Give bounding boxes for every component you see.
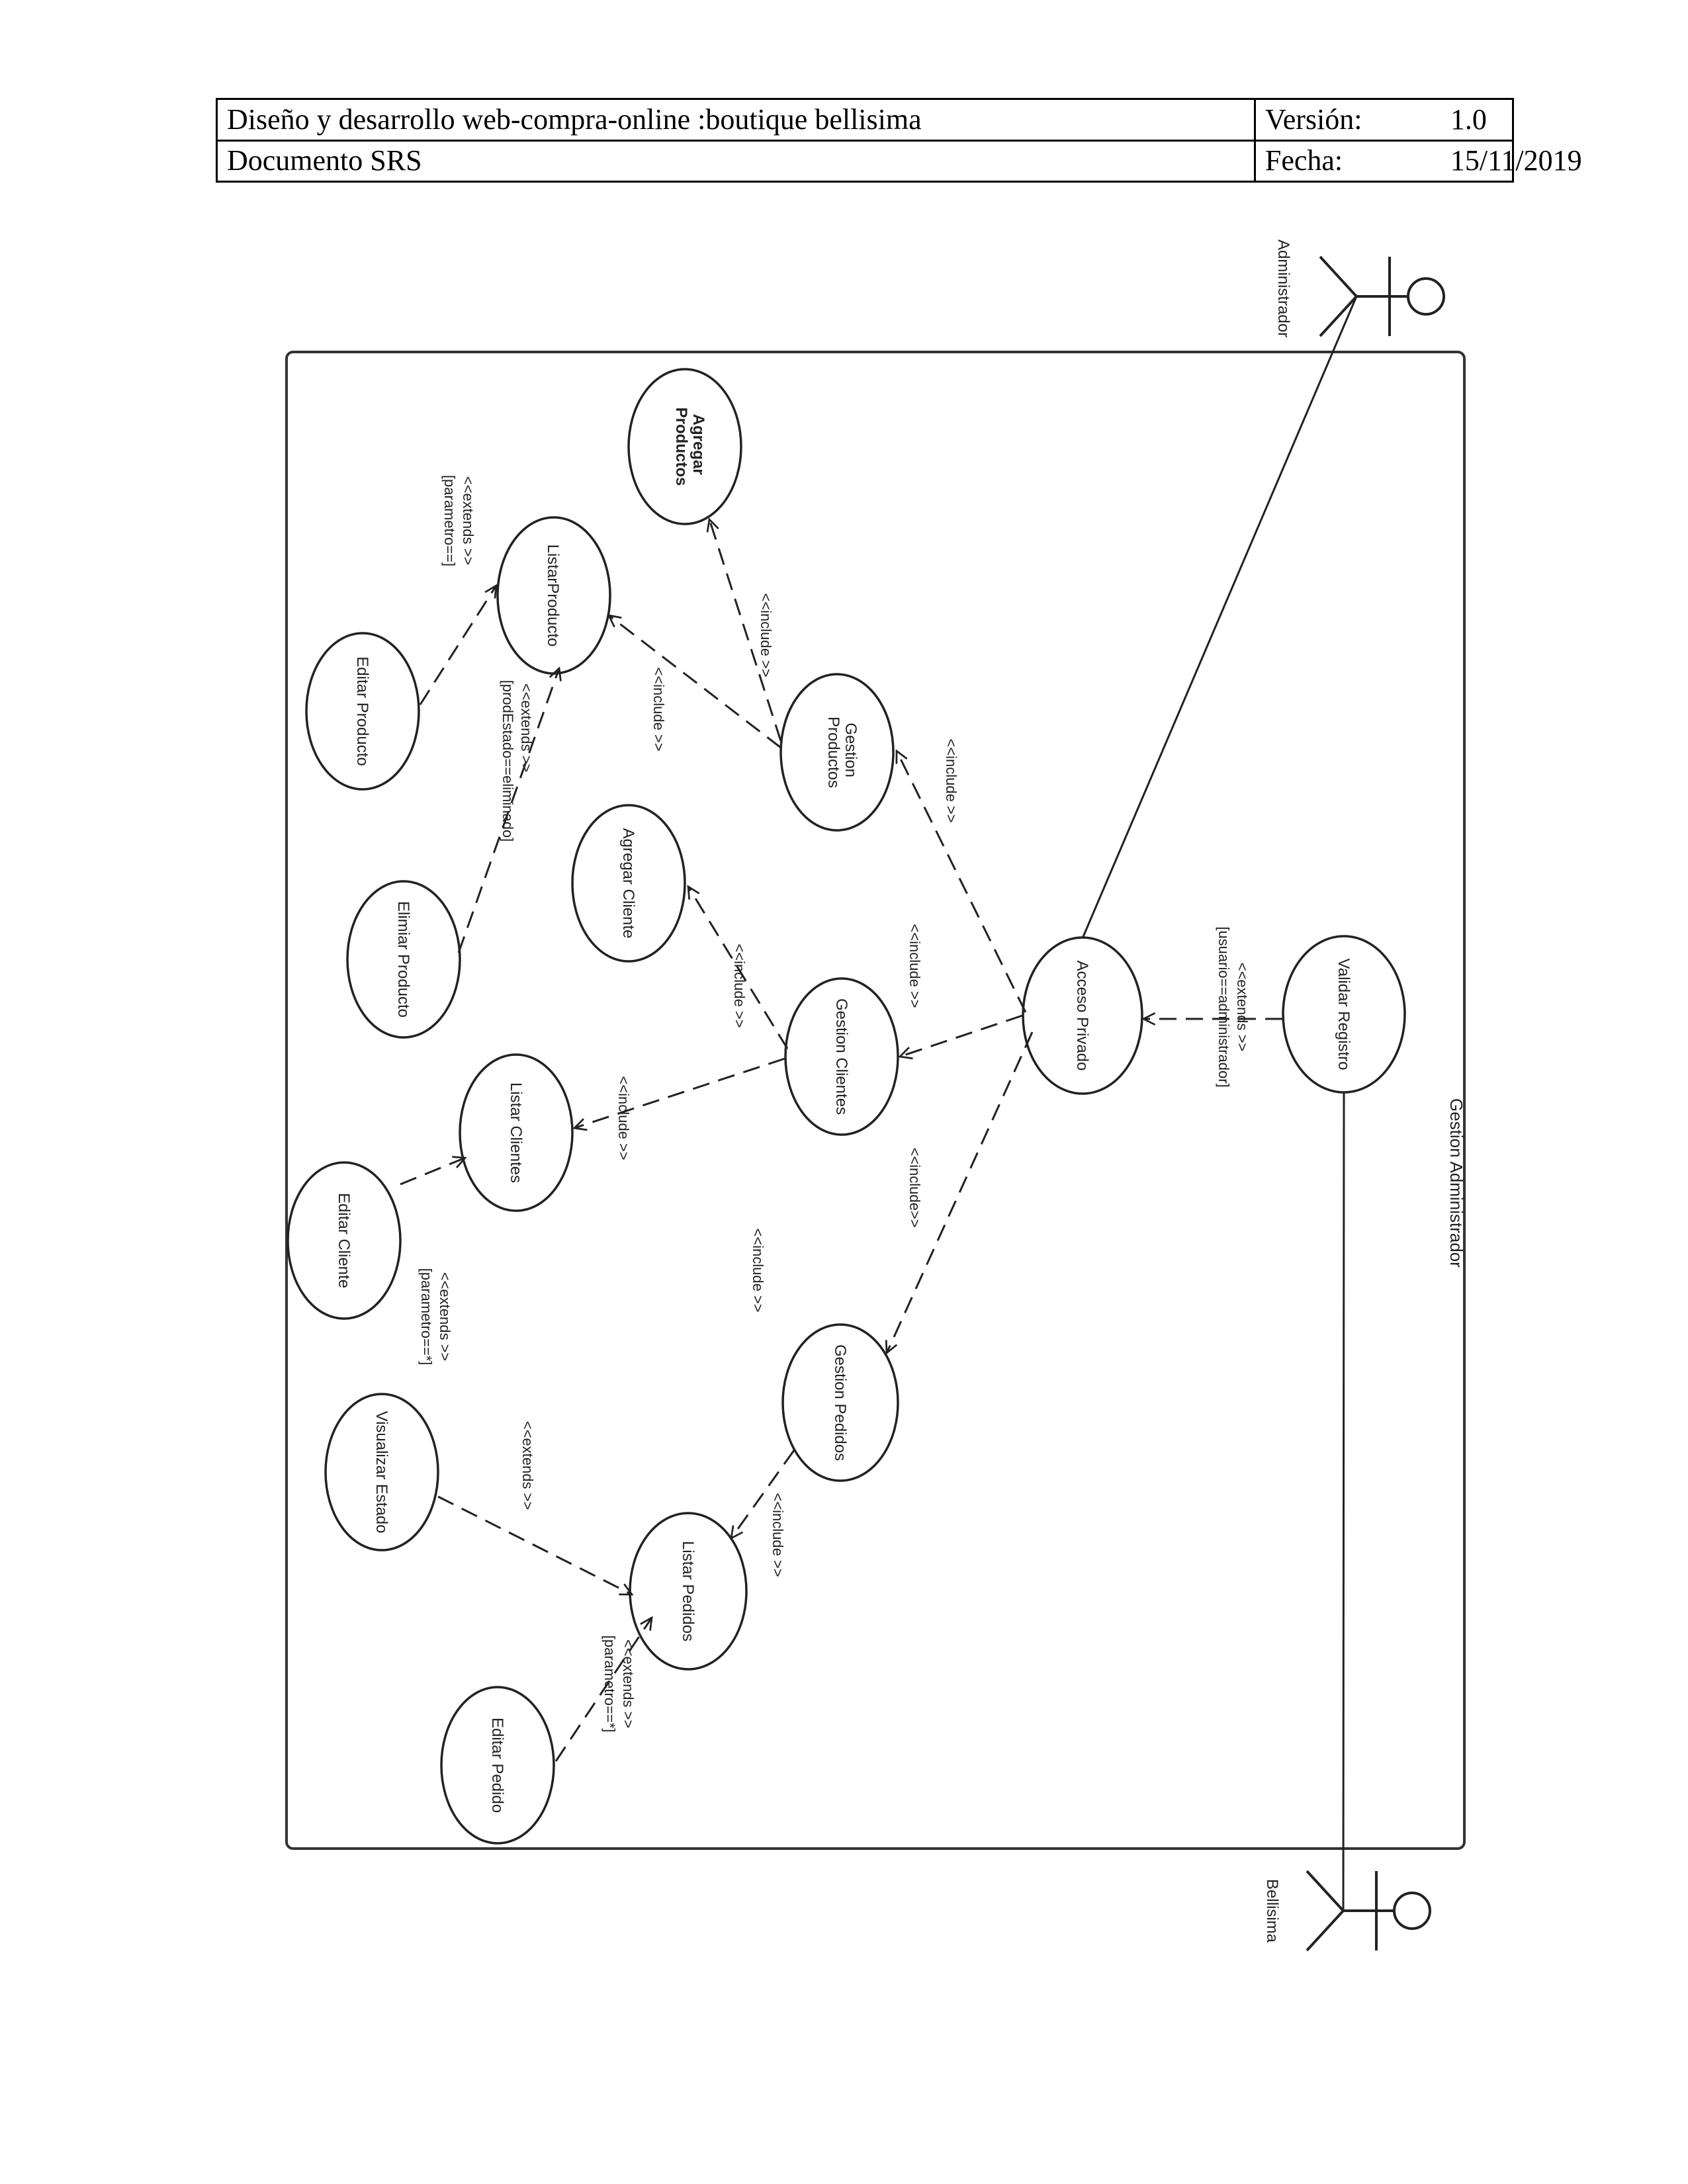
document-subtitle: Documento SRS xyxy=(216,139,1256,183)
label-include-listarpedidos: <<include >> xyxy=(770,1493,786,1577)
document-header-table: Diseño y desarrollo web-compra-online :b… xyxy=(216,98,1582,183)
usecase-visualizar-estado xyxy=(324,1393,439,1551)
usecase-visualizar-estado-label: Visualizar Estado xyxy=(373,1411,390,1534)
usecase-gestion-productos xyxy=(779,673,895,832)
version-cell: Versión: 1.0 xyxy=(1253,98,1515,142)
document-title: Diseño y desarrollo web-compra-online :b… xyxy=(216,98,1256,142)
include-gestionproductos-listarproducto xyxy=(609,615,781,749)
label-cond-editarpedido: [parametro==*] xyxy=(601,1636,618,1733)
extends-editarpedido-listarpedidos xyxy=(555,1618,652,1762)
label-include-listarproducto: <<include >> xyxy=(650,667,667,751)
extends-eliminarproducto-listarproducto xyxy=(457,668,559,953)
label-include-middle: <<include >> xyxy=(750,1228,766,1312)
usecase-agregar-productos xyxy=(627,368,742,525)
extends-editarcliente-listarclientes xyxy=(400,1158,465,1186)
usecase-gestion-pedidos xyxy=(781,1323,899,1482)
usecase-gestion-clientes xyxy=(784,977,899,1136)
usecase-gestion-pedidos-label: Gestion Pedidos xyxy=(831,1344,849,1461)
usecase-validar-registro xyxy=(1282,935,1406,1094)
include-gestionpedidos-listarpedidos xyxy=(731,1450,795,1538)
version-label: Versión: xyxy=(1265,103,1362,136)
usecase-validar-registro-label: Validar Registro xyxy=(1335,959,1353,1070)
label-include-gestionclientes: <<include >> xyxy=(907,924,923,1008)
usecase-elimiar-producto xyxy=(346,880,461,1039)
actor-bellisima xyxy=(1306,1870,1431,1952)
usecase-listar-clientes xyxy=(459,1053,574,1212)
include-accesoprivado-gestionproductos xyxy=(897,751,1027,1013)
usecase-gestion-clientes-label: Gestion Clientes xyxy=(832,998,850,1115)
label-cond-editarcliente: [parametro==*] xyxy=(418,1268,435,1366)
include-gestionclientes-listarclientes xyxy=(574,1057,785,1128)
include-accesoprivado-gestionclientes xyxy=(900,1014,1023,1057)
usecase-editar-pedido-label: Editar Pedido xyxy=(488,1718,506,1813)
extends-editarproducto-listarproducto xyxy=(419,586,496,705)
label-extends-editarproducto: <<extends >> xyxy=(460,476,476,566)
usecase-gestion-productos-label: Gestion Productos xyxy=(824,717,860,788)
usecase-agregar-productos-label: Agregar Productos xyxy=(672,408,707,486)
label-cond-validarregistro: [usuario==administrador] xyxy=(1216,926,1232,1087)
extends-visualizarestado-listarpedidos xyxy=(437,1495,632,1594)
label-extends-visualizarestado: <<extends >> xyxy=(519,1421,536,1510)
label-include-listarclientes: <<include >> xyxy=(615,1076,632,1160)
label-include-gestionproductos: <<include >> xyxy=(943,738,959,822)
usecase-elimiar-producto-label: Elimiar Producto xyxy=(394,901,412,1018)
date-label: Fecha: xyxy=(1265,144,1343,177)
date-value: 15/11/2019 xyxy=(1450,144,1582,177)
version-value: 1.0 xyxy=(1450,103,1487,136)
label-extends-eliminarproducto: <<extends >> xyxy=(518,683,535,773)
include-accesoprivado-gestionpedidos xyxy=(887,1031,1034,1353)
usecase-listar-producto-label: ListarProducto xyxy=(544,545,562,647)
actor-bellisima-label: Bellisima xyxy=(1263,1879,1281,1943)
label-cond-editarproducto: [parametro==] xyxy=(441,475,458,566)
label-extends-editarcliente: <<extends >> xyxy=(437,1272,453,1362)
date-cell: Fecha: 15/11/2019 xyxy=(1253,139,1582,183)
system-name-label: Gestion Administrador xyxy=(1446,1098,1466,1268)
label-include-gestionpedidos: <<include>> xyxy=(907,1147,923,1227)
usecase-acceso-privado-label: Acceso Privado xyxy=(1073,961,1091,1071)
association-admin-acceso xyxy=(1081,296,1358,939)
usecase-editar-pedido xyxy=(440,1686,555,1845)
usecase-agregar-cliente xyxy=(571,804,686,963)
usecase-editar-producto xyxy=(305,632,420,791)
label-include-agregarcliente: <<include >> xyxy=(731,943,748,1027)
usecase-agregar-cliente-label: Agregar Cliente xyxy=(619,828,637,939)
usecase-editar-producto-label: Editar Producto xyxy=(353,656,371,765)
actor-administrador-label: Administrador xyxy=(1274,240,1292,337)
label-include-agregarproductos: <<include >> xyxy=(758,593,774,677)
association-bellisima-validar xyxy=(1342,1090,1345,1911)
label-cond-eliminarproducto: [prodEstado==eliminado] xyxy=(500,680,516,842)
system-boundary xyxy=(285,351,1466,1850)
label-extends-validarregistro: <<extends >> xyxy=(1234,963,1251,1052)
usecase-editar-cliente xyxy=(287,1161,402,1320)
label-extends-editarpedido: <<extends >> xyxy=(620,1639,637,1729)
include-gestionproductos-agregarproductos xyxy=(709,519,782,742)
actor-administrador xyxy=(1319,255,1445,337)
usecase-listar-clientes-label: Listar Clientes xyxy=(507,1082,525,1183)
include-gestionclientes-agregarcliente xyxy=(688,887,789,1049)
usecase-editar-cliente-label: Editar Cliente xyxy=(335,1193,353,1288)
usecase-listar-pedidos-label: Listar Pedidos xyxy=(679,1541,697,1641)
